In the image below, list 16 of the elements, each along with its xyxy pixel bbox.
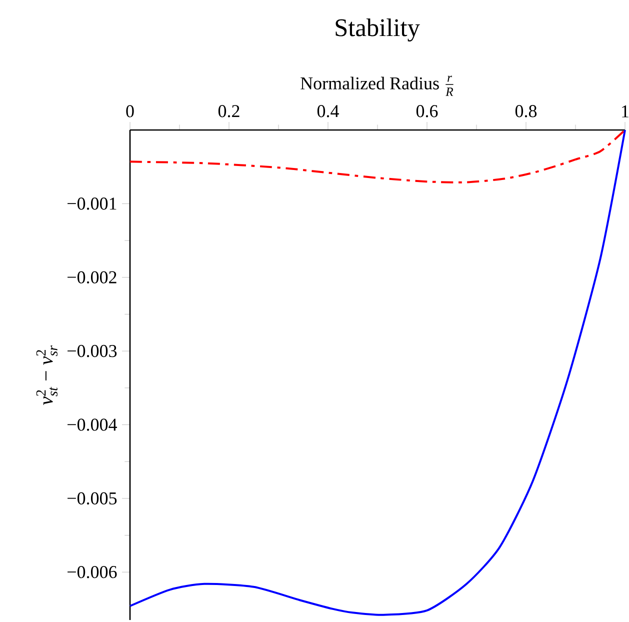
chart-title: Stability	[336, 18, 420, 42]
y-tick-label: −0.002	[68, 271, 116, 284]
y-tick-label: −0.006	[68, 566, 117, 578]
x-tick-label: 0.6	[416, 105, 438, 118]
x-tick-label: 0	[126, 105, 134, 118]
x-tick-label: 0.2	[218, 105, 240, 118]
y-axis-title: $\textit{v}^{\text{2}}_{\textit{st}}\text{ − }\textit{v}^{\text{2}}_{\textit{sr}}$	[36, 345, 58, 406]
x-tick-label: 1	[622, 105, 628, 118]
y-tick-label: −0.001	[68, 198, 116, 210]
line-series	[129, 129, 626, 616]
y-tick-label: −0.005	[68, 492, 117, 505]
y-tick-label: −0.003	[68, 344, 117, 358]
x-tick-label: 0.4	[317, 105, 339, 118]
x-tick-label: 0.8	[515, 105, 537, 118]
x-axis-title: $\text{Normalized Radius }\frac{\textit{r}}{\textit{R}}$	[300, 76, 454, 96]
y-tick-label: −0.004	[68, 418, 118, 431]
